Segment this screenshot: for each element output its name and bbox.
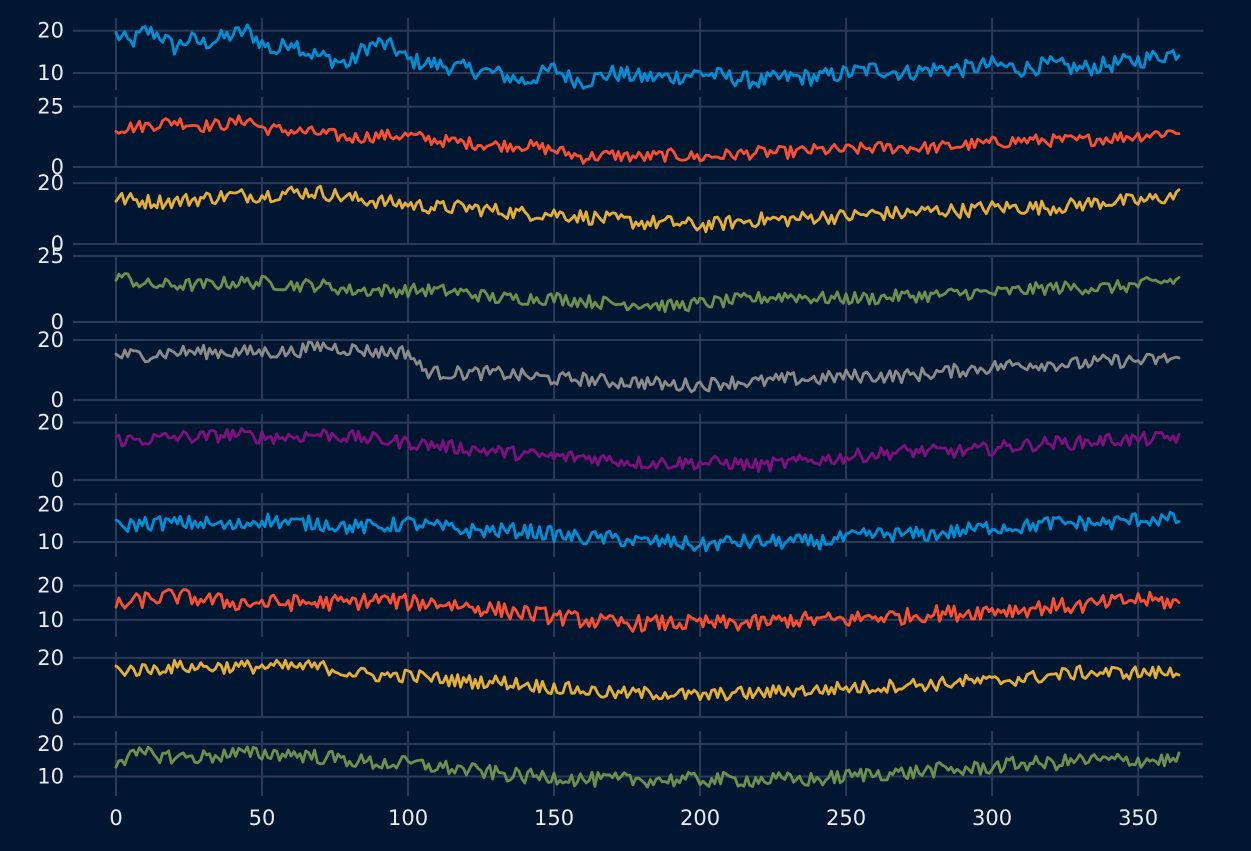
- panel-4-ytick-label: 0: [51, 310, 64, 334]
- panel-5-series-line: [114, 340, 1181, 394]
- panel-2-ytick-label: 0: [51, 155, 64, 179]
- panel-7-ytick-label: 20: [37, 492, 64, 516]
- panel-10-ytick-label: 20: [37, 732, 64, 756]
- panel-1: 10 20: [37, 18, 1203, 90]
- x-tick-label: 150: [534, 806, 574, 830]
- panel-3-series-line: [114, 184, 1181, 234]
- panel-7: 10 20: [37, 492, 1203, 557]
- panel-4: 0 25: [37, 244, 1203, 334]
- panel-8-ytick-label: 20: [37, 574, 64, 598]
- panel-1-ytick-label: 20: [37, 19, 64, 43]
- panel-5-ytick-label: 0: [51, 388, 64, 412]
- panel-1-series-line: [114, 23, 1181, 90]
- panel-5: 0 20: [37, 328, 1203, 412]
- panel-2-ytick-label: 25: [37, 95, 64, 119]
- x-tick-label: 0: [109, 806, 122, 830]
- panel-4-ytick-label: 25: [37, 244, 64, 268]
- panel-10-ytick-label: 10: [37, 765, 64, 789]
- panel-2: 0 25: [37, 95, 1203, 179]
- panel-8-ytick-label: 10: [37, 608, 64, 632]
- panel-6-ytick-label: 0: [51, 468, 64, 492]
- panel-3-ytick-label: 0: [51, 232, 64, 256]
- x-tick-label: 250: [826, 806, 866, 830]
- panel-9-ytick-label: 20: [37, 646, 64, 670]
- panel-5-ytick-label: 20: [37, 328, 64, 352]
- panel-9-series-line: [114, 658, 1181, 702]
- panel-2-series-line: [114, 114, 1181, 165]
- x-tick-label: 50: [249, 806, 276, 830]
- panel-3: 0 20: [37, 171, 1203, 256]
- panel-9-ytick-label: 0: [51, 705, 64, 729]
- x-tick-label: 300: [972, 806, 1012, 830]
- panel-7-series-line: [114, 510, 1181, 553]
- x-tick-label: 100: [388, 806, 428, 830]
- panel-7-ytick-label: 10: [37, 530, 64, 554]
- x-tick-label: 350: [1118, 806, 1158, 830]
- x-tick-label: 200: [680, 806, 720, 830]
- x-axis: 0 50 100 150 200 250 300 350: [109, 806, 1158, 830]
- panel-4-series-line: [114, 272, 1181, 313]
- panel-3-ytick-label: 20: [37, 171, 64, 195]
- panel-9: 0 20: [37, 646, 1203, 729]
- panel-10-series-line: [114, 745, 1181, 789]
- panel-6: 0 20: [37, 411, 1203, 492]
- panel-8-series-line: [114, 588, 1181, 633]
- panel-6-series-line: [114, 427, 1181, 473]
- panel-1-ytick-label: 10: [37, 61, 64, 85]
- panel-6-ytick-label: 20: [37, 411, 64, 435]
